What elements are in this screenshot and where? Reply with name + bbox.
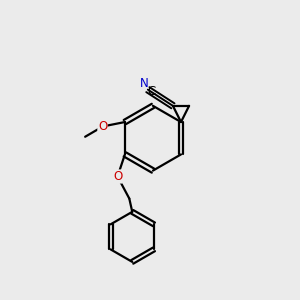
Text: N: N: [140, 77, 148, 90]
Text: O: O: [113, 170, 122, 183]
Text: C: C: [147, 85, 155, 98]
Text: O: O: [98, 120, 107, 133]
